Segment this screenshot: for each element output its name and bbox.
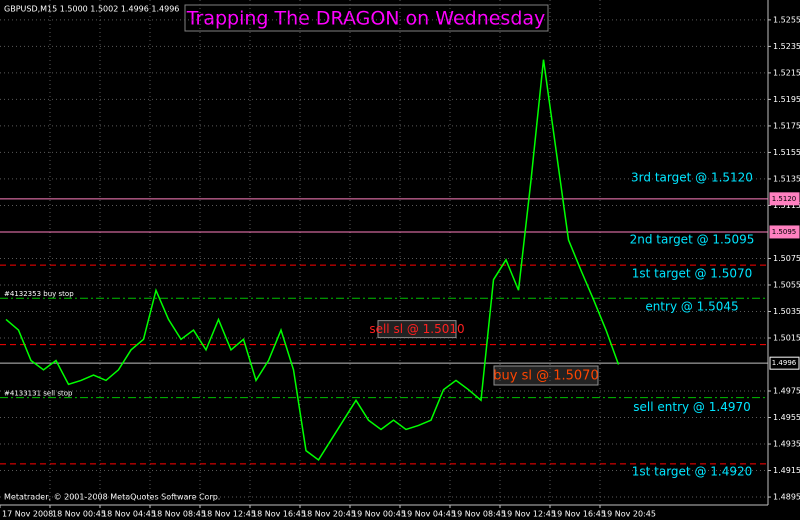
- price-tag-box: [769, 225, 800, 239]
- y-tick-label: 1.5075: [773, 254, 800, 263]
- x-tick-label: 17 Nov 2008: [2, 510, 53, 519]
- x-tick-label: 19 Nov 16:45: [552, 510, 606, 519]
- level-label: 3rd target @ 1.5120: [631, 170, 753, 184]
- y-tick-label: 1.5015: [773, 333, 800, 342]
- level-label: 1st target @ 1.5070: [632, 267, 753, 281]
- y-tick-label: 1.4915: [773, 466, 800, 475]
- x-tick-label: 19 Nov 04:45: [402, 510, 456, 519]
- x-tick-label: 18 Nov 04:45: [102, 510, 156, 519]
- x-tick-label: 19 Nov 08:45: [452, 510, 506, 519]
- price-tag: 1.5095: [772, 228, 797, 236]
- y-tick-label: 1.5135: [773, 174, 800, 183]
- x-tick-label: 19 Nov 12:45: [502, 510, 556, 519]
- y-tick-label: 1.5235: [773, 42, 800, 51]
- y-tick-label: 1.5255: [773, 15, 800, 24]
- y-tick-label: 1.4975: [773, 387, 800, 396]
- y-tick-label: 1.5215: [773, 68, 800, 77]
- x-tick-label: 18 Nov 08:45: [152, 510, 206, 519]
- price-tag: 1.4996: [772, 359, 797, 367]
- price-tag-box: [769, 356, 800, 370]
- x-tick-label: 19 Nov 20:45: [602, 510, 656, 519]
- order-label: #4133131 sell stop: [4, 390, 73, 398]
- level-label: sell entry @ 1.4970: [633, 400, 750, 414]
- y-tick-label: 1.4895: [773, 493, 800, 502]
- level-label: 1st target @ 1.4920: [632, 464, 753, 478]
- x-tick-label: 18 Nov 20:45: [302, 510, 356, 519]
- y-tick-label: 1.5175: [773, 121, 800, 130]
- level-label: entry @ 1.5045: [645, 300, 738, 314]
- price-line: [5, 59, 620, 462]
- y-tick-label: 1.5155: [773, 148, 800, 157]
- level-label-box: [377, 320, 457, 339]
- y-tick-label: 1.5055: [773, 280, 800, 289]
- y-tick-label: 1.5035: [773, 307, 800, 316]
- note-box: [493, 365, 599, 386]
- price-tag: 1.5120: [772, 195, 797, 203]
- title-box: [184, 4, 549, 32]
- note: buy sl @ 1.5070: [493, 369, 598, 384]
- order-label: #4132353 buy stop: [4, 290, 74, 298]
- price-tag-box: [769, 192, 800, 206]
- symbol-header: GBPUSD,M15 1.5000 1.5002 1.4996 1.4996: [4, 5, 179, 14]
- x-tick-label: 18 Nov 00:45: [52, 510, 106, 519]
- chart-title: Trapping The DRAGON on Wednesday: [186, 8, 546, 30]
- x-tick-label: 18 Nov 16:45: [252, 510, 306, 519]
- y-tick-label: 1.4935: [773, 440, 800, 449]
- y-tick-label: 1.5115: [773, 201, 800, 210]
- level-label: 2nd target @ 1.5095: [630, 232, 755, 246]
- x-tick-label: 19 Nov 00:45: [352, 510, 406, 519]
- y-tick-label: 1.5195: [773, 95, 800, 104]
- y-tick-label: 1.4955: [773, 413, 800, 422]
- level-label: sell sl @ 1.5010: [369, 322, 464, 336]
- x-tick-label: 18 Nov 12:45: [202, 510, 256, 519]
